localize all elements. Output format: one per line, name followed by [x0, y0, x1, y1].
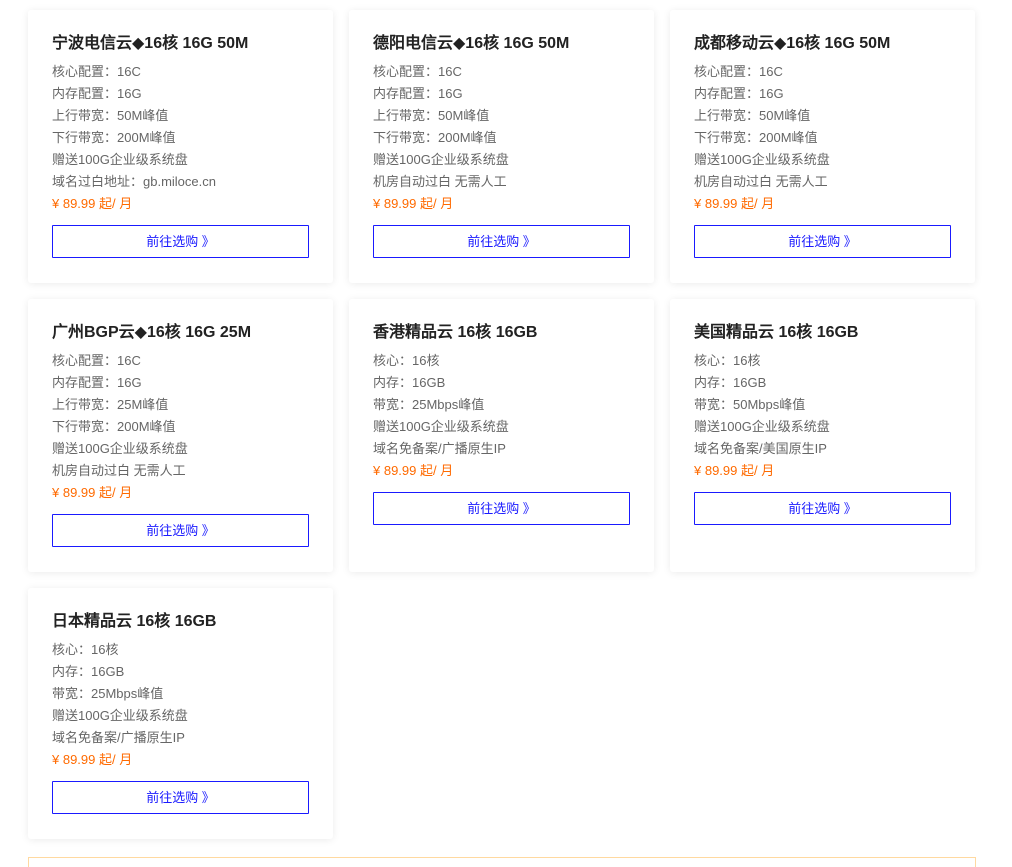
product-spec: 带宽：50Mbps峰值: [694, 397, 806, 412]
product-spec: 核心：16核: [694, 353, 761, 368]
product-spec: 内存配置：16G: [52, 375, 142, 390]
buy-button[interactable]: 前往选购 》: [373, 492, 630, 525]
product-spec: 核心：16核: [52, 642, 119, 657]
product-spec: 核心配置：16C: [373, 64, 462, 79]
product-spec: 赠送100G企业级系统盘: [373, 419, 509, 434]
product-card: 德阳电信云◆16核 16G 50M 核心配置：16C 内存配置：16G 上行带宽：50…: [349, 10, 654, 283]
product-spec: 下行带宽：200M峰值: [52, 130, 176, 145]
product-spec: 下行带宽：200M峰值: [52, 419, 176, 434]
product-title: 美国精品云 16核 16GB: [694, 324, 859, 341]
product-card: 宁波电信云◆16核 16G 50M 核心配置：16C 内存配置：16G 上行带宽：50…: [28, 10, 333, 283]
buy-button[interactable]: 前往选购 》: [373, 225, 630, 258]
product-spec: 赠送100G企业级系统盘: [52, 708, 188, 723]
buy-button[interactable]: 前往选购 》: [694, 492, 951, 525]
product-card: 香港精品云 16核 16GB 核心：16核 内存：16GB 带宽：25Mbps峰值赠送…: [349, 299, 654, 572]
product-spec: 内存配置：16G: [373, 86, 463, 101]
product-title: 成都移动云◆16核 16G 50M: [694, 35, 891, 52]
product-price: ¥ 89.99 起/ 月: [694, 196, 775, 211]
product-card: 广州BGP云◆16核 16G 25M 核心配置：16C 内存配置：16G 上行带宽：2…: [28, 299, 333, 572]
product-title: 香港精品云 16核 16GB: [373, 324, 538, 341]
product-card: 成都移动云◆16核 16G 50M 核心配置：16C 内存配置：16G 上行带宽：50…: [670, 10, 975, 283]
product-spec: 赠送100G企业级系统盘: [373, 152, 509, 167]
buy-button[interactable]: 前往选购 》: [52, 225, 309, 258]
product-spec: 上行带宽：25M峰值: [52, 397, 169, 412]
product-spec: 机房自动过白 无需人工: [52, 463, 186, 478]
product-spec: 机房自动过白 无需人工: [373, 174, 507, 189]
product-spec: 赠送100G企业级系统盘: [52, 441, 188, 456]
product-spec: 域名免备案/广播原生IP: [373, 441, 506, 456]
product-spec: 下行带宽：200M峰值: [373, 130, 497, 145]
product-price: ¥ 89.99 起/ 月: [373, 196, 454, 211]
product-spec: 核心配置：16C: [52, 353, 141, 368]
product-title: 广州BGP云◆16核 16G 25M: [52, 324, 252, 341]
product-spec: 内存：16GB: [52, 664, 125, 679]
product-spec: 域名过白地址：gb.miloce.cn: [52, 174, 216, 189]
product-spec: 核心：16核: [373, 353, 440, 368]
product-spec: 上行带宽：50M峰值: [52, 108, 169, 123]
product-spec: 下行带宽：200M峰值: [694, 130, 818, 145]
buy-button[interactable]: 前往选购 》: [52, 514, 309, 547]
product-spec: 域名免备案/广播原生IP: [52, 730, 185, 745]
product-spec: 核心配置：16C: [52, 64, 141, 79]
product-title: 宁波电信云◆16核 16G 50M: [52, 35, 249, 52]
product-spec: 内存配置：16G: [52, 86, 142, 101]
product-spec: 上行带宽：50M峰值: [373, 108, 490, 123]
product-spec: 带宽：25Mbps峰值: [373, 397, 485, 412]
product-price: ¥ 89.99 起/ 月: [373, 463, 454, 478]
product-spec: 赠送100G企业级系统盘: [694, 419, 830, 434]
product-price: ¥ 89.99 起/ 月: [52, 752, 133, 767]
product-spec: 内存：16GB: [694, 375, 767, 390]
product-spec: 内存配置：16G: [694, 86, 784, 101]
product-spec: 带宽：25Mbps峰值: [52, 686, 164, 701]
buy-button[interactable]: 前往选购 》: [694, 225, 951, 258]
product-card: 美国精品云 16核 16GB 核心：16核 内存：16GB 带宽：50Mbps峰值赠送…: [670, 299, 975, 572]
product-spec: 机房自动过白 无需人工: [694, 174, 828, 189]
product-price: ¥ 89.99 起/ 月: [52, 196, 133, 211]
product-spec: 赠送100G企业级系统盘: [694, 152, 830, 167]
product-price: ¥ 89.99 起/ 月: [694, 463, 775, 478]
product-card: 日本精品云 16核 16GB 核心：16核 内存：16GB 带宽：25Mbps峰值赠送…: [28, 588, 333, 839]
product-spec: 内存：16GB: [373, 375, 446, 390]
buy-button[interactable]: 前往选购 》: [52, 781, 309, 814]
product-title: 日本精品云 16核 16GB: [52, 613, 217, 630]
product-spec: 上行带宽：50M峰值: [694, 108, 811, 123]
product-price: ¥ 89.99 起/ 月: [52, 485, 133, 500]
product-spec: 域名免备案/美国原生IP: [694, 441, 827, 456]
product-spec: 赠送100G企业级系统盘: [52, 152, 188, 167]
product-title: 德阳电信云◆16核 16G 50M: [373, 35, 570, 52]
product-spec: 核心配置：16C: [694, 64, 783, 79]
product-grid: 宁波电信云◆16核 16G 50M 核心配置：16C 内存配置：16G 上行带宽：50…: [28, 10, 976, 839]
